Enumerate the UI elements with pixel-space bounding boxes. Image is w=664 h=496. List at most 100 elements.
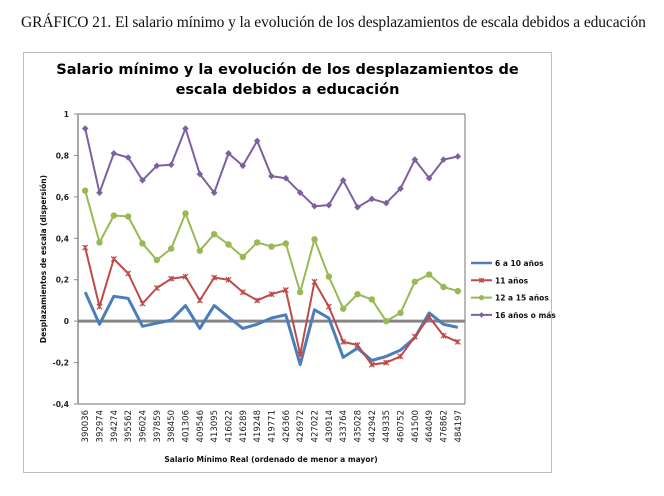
chart-title: Salario mínimo y la evolución de los des…: [23, 60, 552, 100]
data-point: [253, 239, 261, 246]
x-tick-label: 416289: [239, 410, 249, 442]
x-tick-label: 426366: [282, 410, 292, 442]
x-tick-label: 395562: [124, 410, 134, 442]
x-tick-label: 442942: [368, 410, 378, 442]
legend-label: 16 años o más: [495, 311, 556, 320]
data-point: [96, 303, 103, 310]
y-tick-label: 0: [64, 317, 69, 326]
series-11-años: [82, 244, 461, 368]
data-point: [196, 297, 203, 304]
x-tick-label: 449335: [382, 410, 392, 442]
data-point: [239, 253, 247, 261]
data-point: [425, 174, 433, 182]
legend-item: 11 años: [471, 276, 529, 285]
y-axis-title: Desplazamientos de escala (dispersión): [39, 175, 48, 343]
data-point: [239, 162, 247, 170]
data-point: [110, 255, 117, 263]
data-point: [339, 176, 347, 184]
chart-title-line-1: Salario mínimo y la evolución de los des…: [56, 62, 519, 78]
x-tick-label: 409546: [196, 410, 206, 442]
data-point: [440, 283, 447, 291]
data-point: [411, 333, 418, 340]
series-group: [81, 125, 462, 368]
data-point: [81, 125, 89, 132]
legend-item: 6 a 10 años: [471, 259, 544, 268]
y-tick-label: 0,6: [56, 193, 69, 202]
data-point: [382, 317, 390, 325]
data-point: [82, 244, 89, 251]
x-tick-label: 416022: [225, 410, 235, 442]
data-point: [296, 189, 304, 197]
data-point: [139, 240, 146, 247]
data-point: [167, 245, 175, 252]
data-point: [397, 353, 404, 360]
data-point: [110, 212, 118, 219]
series-16-años-o-más: [81, 125, 462, 211]
data-point: [182, 210, 189, 217]
data-point: [282, 287, 289, 294]
data-point: [239, 289, 246, 296]
y-tick-label: 0,2: [56, 276, 69, 285]
x-axis-title: Salario Mínimo Real (ordenado de menor a…: [164, 455, 377, 464]
legend-marker: [478, 277, 485, 283]
x-tick-label: 460752: [397, 410, 407, 442]
data-point: [182, 273, 189, 280]
data-point: [325, 201, 333, 209]
x-tick-label: 392974: [96, 410, 106, 442]
data-point: [425, 271, 433, 278]
data-point: [210, 189, 218, 197]
x-axis-ticks: 390036 392974 394274 395562 396024 397859 3984…: [81, 410, 464, 442]
x-tick-label: 413095: [210, 410, 220, 442]
series-line: [84, 127, 459, 209]
data-point: [96, 239, 103, 246]
legend-label: 6 a 10 años: [495, 259, 544, 268]
legend-label: 12 a 15 años: [495, 294, 549, 303]
chart-title-line-2: escala debidos a educación: [175, 82, 400, 98]
data-point: [454, 287, 462, 295]
x-tick-label: 430914: [325, 410, 335, 442]
data-point: [297, 351, 304, 358]
data-point: [368, 361, 375, 368]
data-point: [139, 176, 146, 184]
data-point: [167, 161, 175, 169]
x-tick-label: 435028: [354, 410, 364, 442]
data-point: [225, 150, 232, 157]
y-tick-label: -0,4: [53, 400, 69, 409]
data-point: [153, 162, 161, 170]
data-point: [311, 278, 318, 285]
y-tick-label: 0,8: [56, 151, 69, 160]
data-point: [354, 203, 361, 211]
legend-label: 11 años: [495, 276, 529, 285]
x-tick-label: 426972: [296, 410, 306, 442]
data-point: [426, 313, 433, 321]
legend-marker: [478, 312, 485, 318]
data-point: [210, 230, 218, 238]
data-point: [124, 213, 132, 220]
x-tick-label: 398450: [167, 410, 177, 442]
series-6-a-10-años: [83, 291, 459, 367]
x-tick-label: 394274: [110, 410, 120, 442]
y-tick-label: 0,4: [56, 234, 69, 243]
data-point: [110, 150, 118, 157]
data-point: [368, 296, 376, 303]
data-point: [325, 303, 332, 310]
data-point: [296, 288, 304, 296]
data-point: [182, 125, 189, 132]
data-point: [411, 278, 419, 285]
legend: 6 a 10 años 11 años 12 a 15 años 16 años o …: [471, 259, 556, 320]
data-point: [125, 270, 132, 277]
data-point: [211, 274, 218, 281]
x-tick-label: 464049: [425, 410, 435, 442]
data-point: [340, 338, 347, 345]
data-point: [397, 309, 404, 317]
data-point: [153, 284, 160, 292]
data-point: [354, 291, 361, 298]
x-tick-label: 427022: [311, 410, 321, 442]
x-tick-label: 433764: [339, 410, 349, 442]
data-point: [196, 247, 204, 254]
figure-caption: GRÁFICO 21. El salario mínimo y la evolu…: [21, 14, 646, 31]
data-point: [124, 154, 132, 161]
data-point: [253, 137, 261, 145]
data-point: [454, 153, 462, 160]
data-point: [282, 174, 290, 182]
